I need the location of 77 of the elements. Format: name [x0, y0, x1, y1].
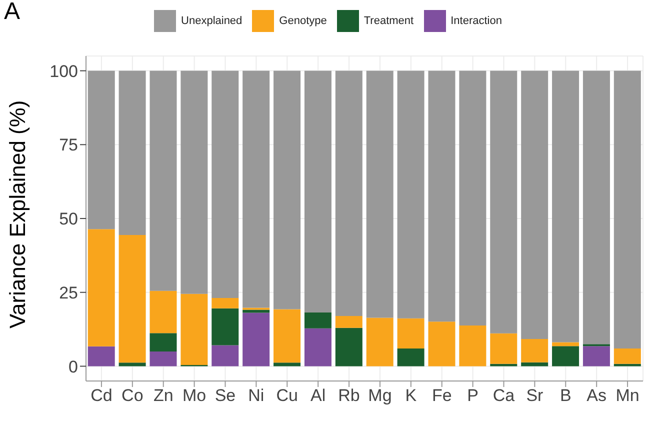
y-tick-label: 0 [68, 357, 78, 376]
x-tick-label: Ca [492, 386, 516, 406]
bar [88, 229, 115, 346]
bar [150, 351, 177, 366]
bar [335, 316, 362, 328]
bar [335, 70, 362, 316]
bar [118, 362, 146, 366]
bar [521, 70, 548, 340]
bar [304, 70, 332, 312]
x-tick-label: P [467, 386, 478, 406]
x-tick-label: Cd [90, 386, 112, 406]
bar [242, 70, 270, 308]
bar [212, 308, 239, 346]
bar [552, 342, 580, 346]
bar [614, 70, 641, 348]
bar [274, 309, 301, 363]
bar [212, 345, 239, 366]
bar [180, 70, 208, 294]
bar [180, 294, 208, 366]
bar [150, 70, 177, 291]
chart-title: A [4, 0, 20, 26]
x-tick-label: Sr [526, 386, 544, 406]
y-axis-title: Variance Explained (%) [4, 100, 30, 328]
x-tick-label: Se [214, 386, 236, 406]
bar [521, 362, 548, 366]
x-tick-label: Mo [182, 386, 206, 406]
y-tick-label: 100 [50, 62, 78, 81]
bar [459, 70, 486, 326]
bar [242, 310, 270, 313]
bar [397, 70, 424, 318]
bar [304, 328, 332, 366]
bar [242, 312, 270, 366]
x-tick-label: K [405, 386, 418, 406]
y-tick-label: 50 [59, 210, 78, 229]
x-tick-label: Co [122, 386, 144, 406]
x-tick-label: Rb [338, 386, 360, 406]
bar [428, 70, 456, 322]
legend-label: Treatment [364, 15, 414, 27]
bar [552, 346, 580, 366]
bar [366, 318, 394, 366]
x-tick-label: Zn [153, 386, 174, 406]
x-tick-label: Fe [432, 386, 452, 406]
bar [304, 312, 332, 328]
bar [150, 333, 177, 352]
bar [521, 339, 548, 362]
x-tick-label: Al [310, 386, 326, 406]
bar [366, 70, 394, 318]
bar [582, 70, 610, 344]
x-tick-label: Ni [248, 386, 264, 406]
bar [614, 348, 641, 364]
x-tick-label: Mn [616, 386, 640, 406]
legend-label: Genotype [279, 15, 327, 27]
bar [428, 322, 456, 366]
bar [118, 235, 146, 363]
x-tick-label: B [560, 386, 572, 406]
x-tick-label: Cu [276, 386, 298, 406]
bar [212, 70, 239, 298]
x-tick-label: Mg [368, 386, 392, 406]
bar [274, 362, 301, 366]
bar [490, 70, 518, 334]
x-tick-label: As [586, 386, 607, 406]
legend-label: Interaction [450, 15, 502, 27]
bar [335, 328, 362, 366]
bar [459, 325, 486, 366]
bar [582, 346, 610, 366]
y-tick-label: 25 [59, 283, 78, 302]
bar [397, 348, 424, 366]
bar [274, 70, 301, 310]
bar [118, 70, 146, 236]
bar [88, 346, 115, 366]
bar [212, 298, 239, 308]
y-tick-label: 75 [59, 136, 78, 155]
bar [150, 290, 177, 334]
bar [397, 318, 424, 348]
bar [490, 333, 518, 364]
legend-label: Unexplained [181, 15, 242, 27]
bar [552, 70, 580, 342]
